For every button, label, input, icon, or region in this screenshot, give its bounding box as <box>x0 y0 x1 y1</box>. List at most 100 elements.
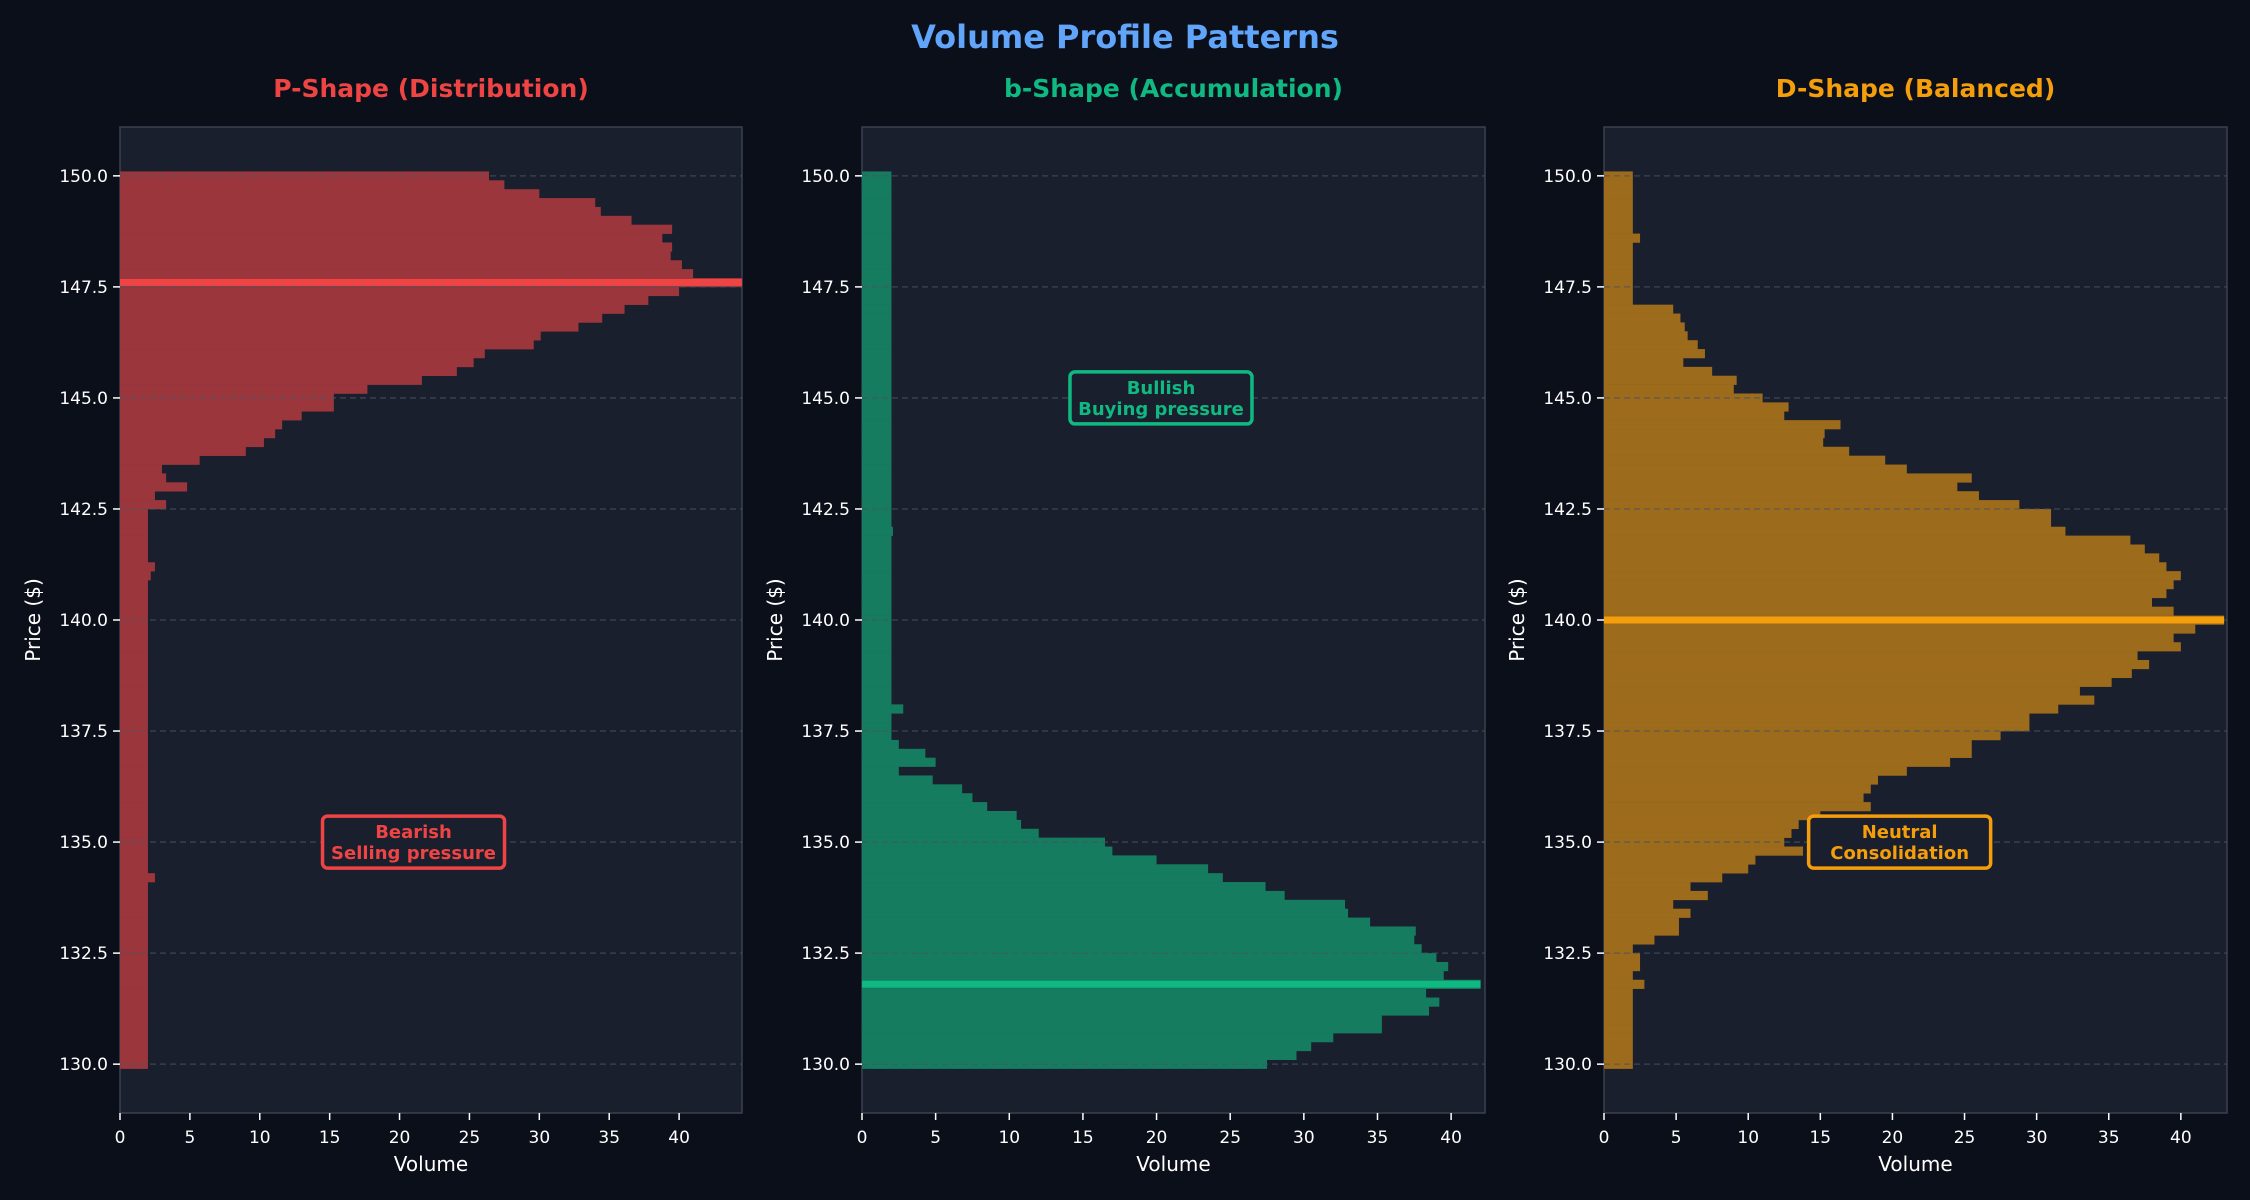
volume-bar <box>862 295 892 305</box>
volume-bar <box>862 517 892 528</box>
x-tick-label: 40 <box>1440 1128 1462 1148</box>
volume-bar <box>1604 961 1641 972</box>
volume-bar <box>120 642 148 652</box>
volume-bar <box>1604 304 1674 314</box>
x-tick-label: 40 <box>668 1128 690 1148</box>
volume-bar <box>120 411 302 421</box>
volume-bar <box>862 402 892 412</box>
x-tick-label: 35 <box>2098 1128 2120 1148</box>
volume-bar <box>862 1006 1430 1016</box>
volume-bar <box>1604 420 1841 430</box>
volume-bar <box>1604 1015 1633 1025</box>
volume-bar <box>120 810 148 821</box>
volume-bar <box>1604 659 2150 670</box>
x-tick-label: 15 <box>1809 1128 1831 1148</box>
volume-bar <box>1604 1033 1633 1043</box>
volume-bar <box>862 526 893 536</box>
volume-bar <box>1604 491 1979 501</box>
volume-bar <box>862 908 1349 918</box>
volume-bar <box>862 659 892 670</box>
x-tick-label: 30 <box>2026 1128 2048 1148</box>
x-axis-label: Volume <box>1878 1152 1952 1176</box>
poc-line <box>120 278 742 286</box>
annotation-text: Buying pressure <box>1078 399 1244 420</box>
x-tick-label: 0 <box>115 1128 126 1148</box>
volume-bar <box>1604 651 2138 661</box>
volume-bar <box>862 961 1449 972</box>
volume-bar <box>862 935 1415 945</box>
volume-bar <box>120 961 148 972</box>
volume-bar <box>120 917 148 927</box>
volume-bar <box>1604 606 2174 616</box>
volume-bar <box>1604 429 1825 439</box>
y-tick-label: 137.5 <box>801 722 850 742</box>
volume-bar <box>1604 535 2131 545</box>
volume-bar <box>120 508 148 519</box>
volume-bar <box>862 482 892 492</box>
volume-bar <box>862 713 892 723</box>
volume-bar <box>120 659 148 670</box>
volume-bar <box>862 890 1285 901</box>
volume-bar <box>120 846 148 856</box>
volume-bar <box>120 517 148 528</box>
volume-bar <box>1604 349 1705 359</box>
volume-bar <box>120 553 148 563</box>
volume-bar <box>862 278 892 288</box>
volume-bar <box>120 784 148 794</box>
volume-bar <box>862 802 988 812</box>
panel-title: P-Shape (Distribution) <box>273 74 589 103</box>
volume-bar <box>1604 402 1789 412</box>
volume-bar <box>120 988 148 998</box>
volume-bar <box>120 722 148 732</box>
volume-bar <box>120 420 283 430</box>
volume-bar <box>1604 926 1679 936</box>
volume-bar <box>120 295 649 305</box>
volume-bar <box>862 429 892 439</box>
volume-bar <box>1604 997 1633 1007</box>
volume-bar <box>1604 597 2153 607</box>
volume-bar <box>862 873 1223 883</box>
volume-bar <box>1604 437 1824 448</box>
volume-bar <box>1604 224 1633 234</box>
x-tick-label: 5 <box>1671 1128 1682 1148</box>
annotation-text: Bullish <box>1127 378 1196 399</box>
y-tick-label: 147.5 <box>801 278 850 298</box>
volume-bar <box>1604 739 1972 750</box>
volume-bar <box>862 242 892 252</box>
volume-bar <box>862 624 892 634</box>
volume-bar <box>862 668 892 679</box>
x-tick-label: 0 <box>1599 1128 1610 1148</box>
volume-bar <box>1604 473 1972 483</box>
x-tick-label: 35 <box>1367 1128 1389 1148</box>
volume-bar <box>862 349 892 359</box>
volume-bar <box>1604 642 2181 652</box>
volume-bar <box>862 882 1266 892</box>
volume-bar <box>120 251 671 261</box>
volume-bar <box>120 979 148 989</box>
volume-bar <box>862 286 892 297</box>
volume-bar <box>1604 260 1633 270</box>
annotation-text: Consolidation <box>1830 843 1969 864</box>
volume-bar <box>120 473 167 483</box>
volume-bar <box>120 624 148 634</box>
volume-bar <box>120 864 148 874</box>
x-tick-label: 30 <box>529 1128 551 1148</box>
volume-bar <box>1604 500 2020 510</box>
volume-bar <box>120 464 162 474</box>
x-tick-label: 25 <box>1954 1128 1976 1148</box>
volume-bar <box>862 1024 1382 1034</box>
panel-title: D-Shape (Balanced) <box>1776 74 2056 103</box>
volume-bar <box>120 437 264 448</box>
volume-bar <box>862 606 892 616</box>
volume-bar <box>120 322 579 332</box>
volume-bar <box>862 997 1440 1007</box>
volume-bar <box>120 757 148 767</box>
volume-bar <box>862 553 892 563</box>
volume-bar <box>862 1033 1334 1043</box>
volume-bar <box>120 899 148 909</box>
volume-bar <box>1604 668 2132 679</box>
volume-bar <box>120 349 485 359</box>
annotation-border <box>1806 814 1993 870</box>
y-tick-label: 132.5 <box>801 944 850 964</box>
